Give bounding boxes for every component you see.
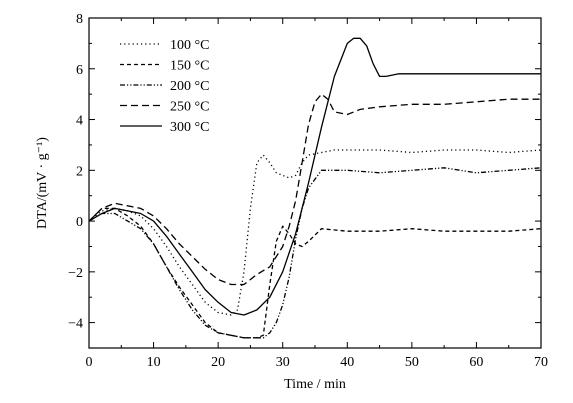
series-line-2 xyxy=(88,207,542,339)
series-line-5 xyxy=(88,37,541,316)
x-tick-label: 70 xyxy=(534,355,548,370)
series-line-4 xyxy=(88,93,541,286)
y-axis-ticks xyxy=(89,17,541,349)
y-tick-label: −4 xyxy=(68,317,83,332)
legend-label: 200 °C xyxy=(170,79,209,94)
y-axis-label: DTA/(mV · g⁻¹) xyxy=(35,137,50,229)
legend: 100 °C 150 °C 200 °C 250 °C 300 °C xyxy=(120,38,209,135)
legend-label: 100 °C xyxy=(170,38,209,53)
x-tick-label: 20 xyxy=(211,355,225,370)
y-tick-label: 0 xyxy=(76,215,83,230)
legend-label: 150 °C xyxy=(170,59,209,74)
series-line-3 xyxy=(88,167,542,339)
x-axis-tick-labels: 0 10 20 30 40 50 60 70 xyxy=(86,355,549,370)
y-axis-tick-labels: −4 −2 0 2 4 6 8 xyxy=(68,12,83,332)
y-tick-label: 2 xyxy=(76,164,83,179)
y-tick-label: 8 xyxy=(76,12,83,27)
legend-label: 250 °C xyxy=(170,100,209,115)
y-tick-label: 6 xyxy=(76,63,83,78)
plot-frame xyxy=(88,17,542,349)
y-tick-label: 4 xyxy=(76,114,83,129)
x-axis-label: Time / min xyxy=(284,377,346,392)
y-tick-label: −2 xyxy=(68,266,83,281)
x-axis-ticks xyxy=(88,18,542,348)
x-tick-label: 40 xyxy=(340,355,354,370)
x-tick-label: 30 xyxy=(276,355,290,370)
x-tick-label: 0 xyxy=(86,355,93,370)
x-tick-label: 10 xyxy=(147,355,161,370)
x-tick-label: 50 xyxy=(405,355,419,370)
plot-area xyxy=(88,17,542,349)
series-lines xyxy=(88,37,542,339)
legend-label: 300 °C xyxy=(170,120,209,135)
series-line-1 xyxy=(88,149,542,316)
x-tick-label: 60 xyxy=(469,355,483,370)
